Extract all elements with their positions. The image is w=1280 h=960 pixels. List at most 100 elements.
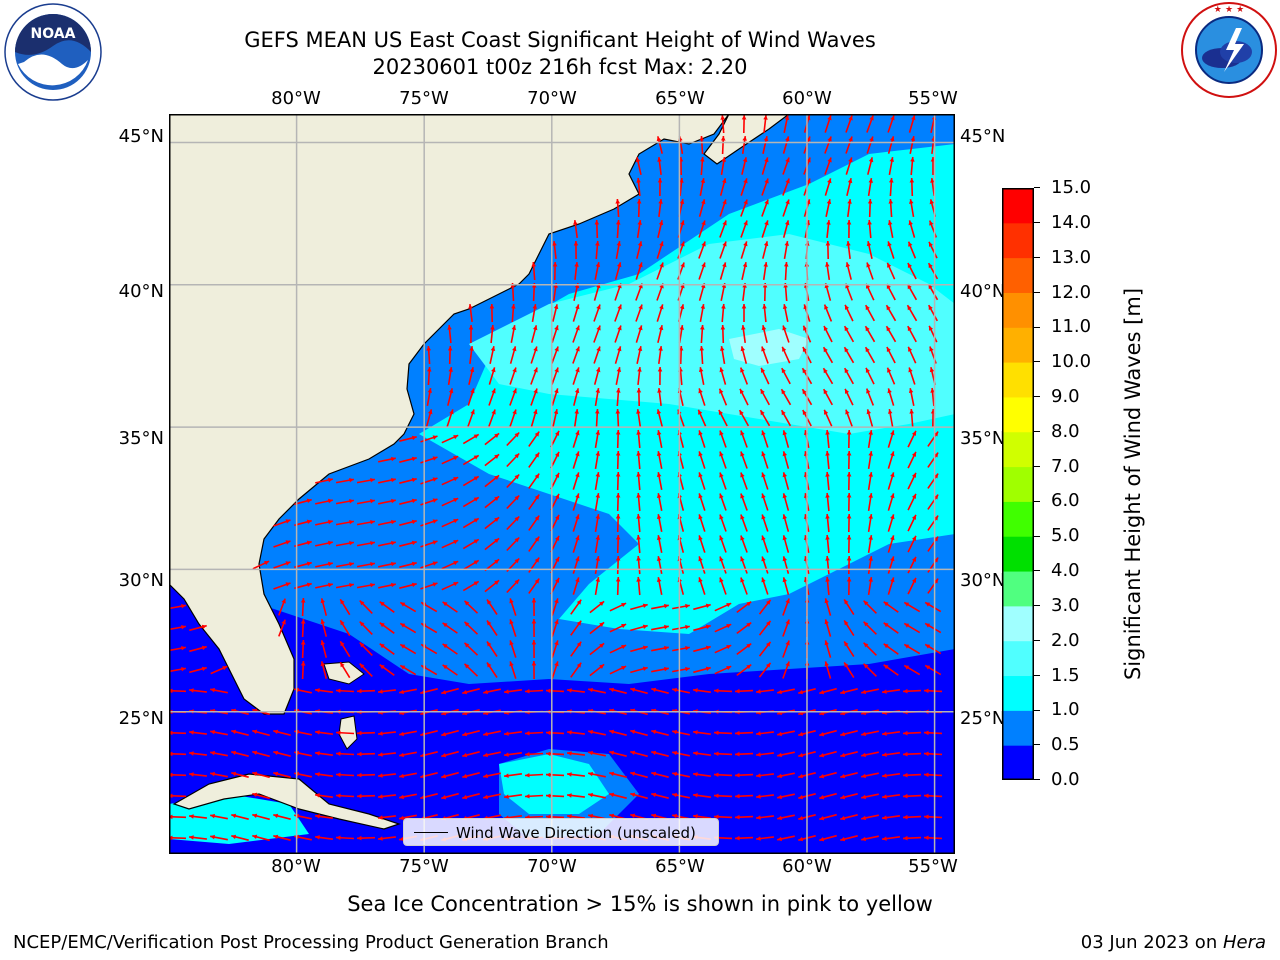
arrow-head (693, 751, 698, 756)
arrow-head (840, 773, 846, 779)
arrow-head (825, 514, 830, 519)
arrow-head (574, 262, 579, 267)
arrow-head (756, 836, 761, 841)
arrow-head (866, 409, 871, 415)
arrow-head (933, 452, 939, 458)
arrow-head (636, 514, 641, 519)
arrow-head (464, 642, 470, 648)
arrow-head (714, 730, 719, 735)
lon-label-bottom: 80°W (271, 856, 321, 877)
arrow-head (599, 601, 605, 606)
lon-label-bottom: 60°W (782, 856, 832, 877)
arrow-head (531, 619, 537, 624)
arrow-head (349, 583, 354, 588)
arrow-head (846, 241, 851, 246)
arrow-head (909, 199, 914, 204)
arrow-head (925, 644, 931, 649)
arrow-head (638, 325, 643, 331)
arrow-head (890, 430, 895, 436)
arrow-head (740, 493, 745, 499)
colorbar-tick-label: 12.0 (1051, 281, 1092, 303)
arrow-head (588, 687, 593, 693)
arrow-head (819, 816, 825, 821)
arrow-head (719, 430, 724, 436)
arrow-head (315, 793, 320, 798)
arrow-head (391, 477, 396, 483)
arrow-head (903, 835, 908, 841)
arrow-head (698, 493, 703, 499)
arrow-head (531, 640, 537, 645)
arrow-head (576, 599, 582, 605)
arrow-head (735, 772, 740, 778)
lon-label-bottom: 75°W (399, 856, 449, 877)
arrow-head (494, 559, 500, 564)
arrow-head (553, 409, 559, 415)
arrow-head (803, 325, 808, 331)
colorbar-ticks: 0.0 0.5 1.0 1.5 2.0 3.0 4.0 5.0 6.0 7.0 8.0 9.0 10.0… (1034, 178, 1114, 790)
arrow-head (468, 325, 474, 330)
arrow-head (659, 304, 664, 310)
arrow-head (925, 665, 931, 670)
arrow-head (680, 262, 685, 268)
arrow-head (933, 494, 939, 500)
arrow-head (546, 688, 551, 694)
arrow-head (726, 645, 732, 650)
arrow-head (672, 687, 677, 693)
arrow-head (596, 346, 601, 352)
arrow-head (534, 473, 540, 479)
arrow-head (802, 347, 807, 352)
arrow-head (534, 557, 540, 563)
arrow-head (782, 535, 787, 541)
colorbar-tick-mark (1034, 291, 1040, 293)
arrow-head (840, 815, 846, 821)
arrow-head (761, 535, 766, 541)
arrow-head (911, 472, 916, 478)
arrow-head (764, 199, 769, 205)
arrow-head (861, 815, 866, 821)
arrow-head (781, 368, 786, 374)
arrow-head (911, 493, 916, 499)
arrow-head (657, 178, 663, 183)
map-frame (169, 114, 955, 854)
arrow-head (720, 115, 725, 120)
colorbar-label: Significant Height of Wind Waves [m] (1103, 288, 1163, 680)
colorbar-tick-label: 3.0 (1051, 594, 1080, 616)
colorbar-segment (1002, 710, 1034, 746)
arrow-head (825, 577, 830, 582)
arrow-head (823, 347, 828, 353)
arrow-head (798, 836, 804, 842)
arrow-head (890, 535, 895, 541)
footer-date: 03 Jun 2023 on Hera (1081, 932, 1266, 954)
arrow-head (741, 325, 746, 330)
arrow-head (651, 771, 657, 777)
arrow-head (567, 814, 572, 819)
arrow-head (231, 750, 237, 756)
arrow-head (349, 541, 354, 546)
colorbar-tick-mark (1034, 187, 1040, 189)
arrow-head (441, 774, 447, 779)
arrow-head (908, 220, 913, 226)
arrow-head (845, 409, 850, 415)
arrow-head (300, 619, 306, 624)
arrow-head (473, 497, 479, 502)
arrow-head (554, 346, 559, 352)
arrow-head (766, 662, 771, 668)
arrow-head (189, 814, 194, 819)
arrow-head (930, 388, 935, 393)
arrow-head (453, 519, 459, 524)
arrow-head (785, 199, 790, 205)
arrow-head (636, 535, 641, 540)
arrow-head (924, 688, 929, 694)
arrow-head (698, 451, 703, 457)
arrow-head (664, 624, 669, 630)
arrow-head (848, 136, 853, 142)
arrow-head (658, 220, 664, 226)
colorbar-tick-label: 7.0 (1051, 455, 1080, 477)
arrow-head (886, 326, 891, 332)
arrow-head (721, 304, 726, 309)
arrow-head (473, 518, 479, 523)
arrow-head (378, 815, 383, 820)
arrow-head (719, 451, 724, 457)
arrow-head (867, 199, 873, 204)
arrow-head (210, 750, 215, 756)
